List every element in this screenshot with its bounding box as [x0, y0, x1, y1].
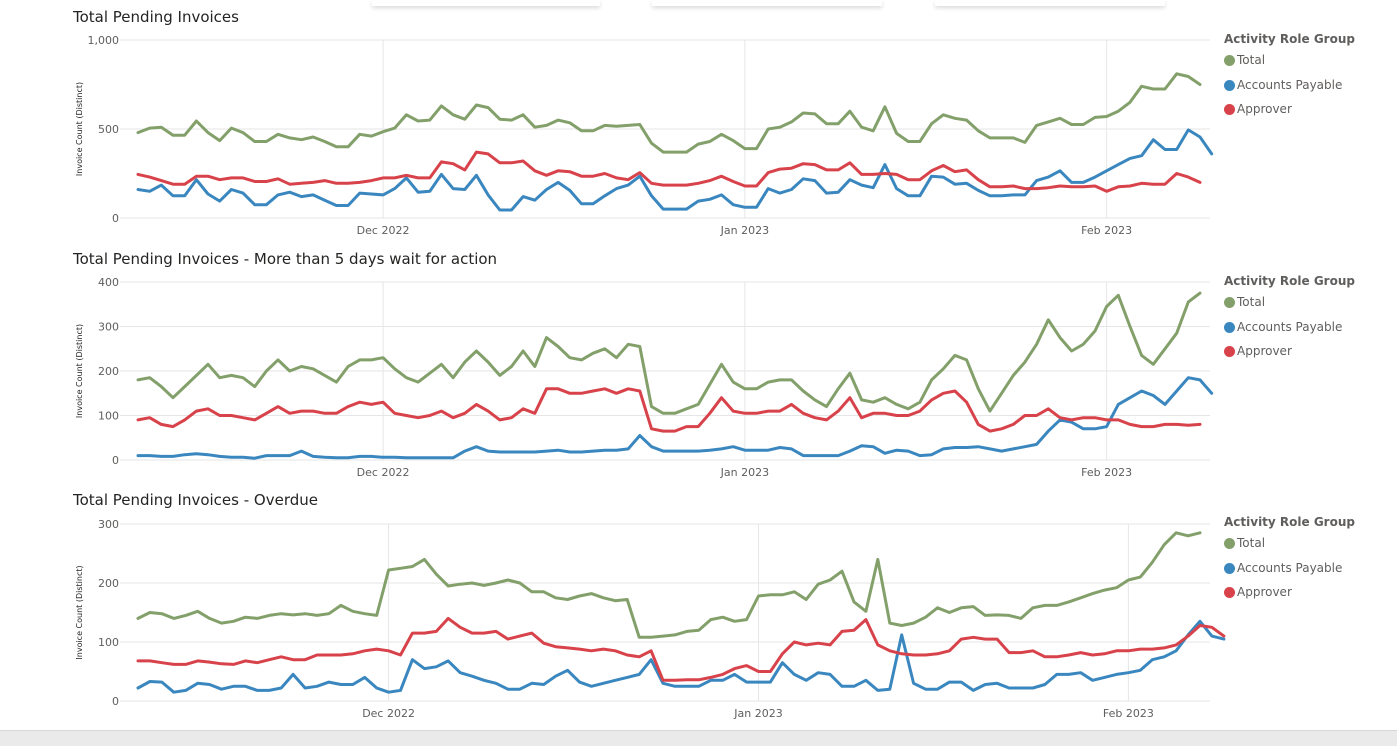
- y-tick-label: 200: [98, 365, 119, 378]
- legend-dot-icon: [1224, 587, 1235, 598]
- legend-label: Total: [1237, 536, 1266, 550]
- x-tick-label: Jan 2023: [720, 466, 769, 479]
- x-tick-label: Dec 2022: [357, 466, 410, 479]
- y-tick-label: 0: [112, 212, 119, 225]
- card-stub-3: [935, 0, 1165, 6]
- y-axis-label: Invoice Count (Distinct): [75, 565, 84, 659]
- legend-item-accounts-payable[interactable]: Accounts Payable: [1224, 78, 1355, 103]
- x-tick-label: Jan 2023: [720, 224, 769, 237]
- x-tick-label: Feb 2023: [1081, 224, 1132, 237]
- x-tick-label: Dec 2022: [362, 707, 415, 720]
- line-chart-overdue[interactable]: 300 200 100 0 Dec 2022 Jan 2023 Feb 2023 Invoic…: [0, 483, 1226, 725]
- legend-item-total[interactable]: Total: [1224, 536, 1355, 561]
- legend-dot-icon: [1224, 321, 1235, 333]
- series-line-accounts-payable[interactable]: [136, 619, 1226, 694]
- y-tick-label: 0: [112, 695, 119, 708]
- chart-title: Total Pending Invoices - More than 5 day…: [73, 250, 498, 268]
- legend-item-approver[interactable]: Approver: [1224, 585, 1355, 610]
- y-tick-label: 100: [98, 410, 119, 423]
- legend: Activity Role Group Total Accounts Payab…: [1224, 274, 1355, 369]
- legend-label: Accounts Payable: [1237, 560, 1343, 575]
- legend-title: Activity Role Group: [1224, 274, 1355, 288]
- chart-title: Total Pending Invoices: [73, 8, 239, 26]
- legend: Activity Role Group Total Accounts Payab…: [1224, 515, 1355, 610]
- card-stub-1: [372, 0, 600, 6]
- series-line-approver[interactable]: [136, 150, 1202, 193]
- x-tick-label: Feb 2023: [1081, 466, 1132, 479]
- legend-label: Total: [1237, 295, 1266, 309]
- y-tick-label: 300: [98, 518, 119, 531]
- legend-dot-icon: [1224, 346, 1235, 357]
- legend-label: Total: [1237, 53, 1266, 67]
- legend-label: Approver: [1237, 585, 1292, 599]
- y-tick-label: 200: [98, 577, 119, 590]
- y-tick-label: 500: [98, 123, 119, 136]
- series-line-approver[interactable]: [136, 616, 1226, 682]
- y-tick-label: 400: [98, 276, 119, 289]
- series-line-total[interactable]: [136, 531, 1202, 639]
- legend-label: Accounts Payable: [1237, 319, 1343, 334]
- chart-title: Total Pending Invoices - Overdue: [73, 491, 318, 509]
- legend-item-total[interactable]: Total: [1224, 295, 1355, 320]
- legend-title: Activity Role Group: [1224, 515, 1355, 529]
- series-line-approver[interactable]: [136, 387, 1202, 433]
- legend-dot-icon: [1224, 55, 1235, 66]
- legend-title: Activity Role Group: [1224, 32, 1355, 46]
- y-tick-label: 1,000: [88, 34, 120, 47]
- y-tick-label: 100: [98, 636, 119, 649]
- legend-dot-icon: [1224, 538, 1235, 549]
- line-chart-wait[interactable]: 400 300 200 100 0 Dec 2022 Jan 2023 Feb 2023 Inv…: [0, 242, 1214, 484]
- legend-dot-icon: [1224, 104, 1235, 115]
- x-tick-label: Feb 2023: [1103, 707, 1154, 720]
- legend-label: Accounts Payable: [1237, 77, 1343, 92]
- legend-item-approver[interactable]: Approver: [1224, 102, 1355, 127]
- legend-item-accounts-payable[interactable]: Accounts Payable: [1224, 561, 1355, 586]
- series-line-total[interactable]: [136, 291, 1202, 415]
- legend-item-total[interactable]: Total: [1224, 53, 1355, 78]
- legend: Activity Role Group Total Accounts Payab…: [1224, 32, 1355, 127]
- legend-item-accounts-payable[interactable]: Accounts Payable: [1224, 320, 1355, 345]
- series-line-accounts-payable[interactable]: [136, 376, 1214, 460]
- x-tick-label: Jan 2023: [733, 707, 782, 720]
- legend-label: Approver: [1237, 344, 1292, 358]
- y-axis-label: Invoice Count (Distinct): [75, 324, 84, 418]
- legend-label: Approver: [1237, 102, 1292, 116]
- legend-item-approver[interactable]: Approver: [1224, 344, 1355, 369]
- y-axis-label: Invoice Count (Distinct): [75, 82, 84, 176]
- x-tick-label: Dec 2022: [357, 224, 410, 237]
- legend-dot-icon: [1224, 297, 1235, 308]
- horizontal-scrollbar[interactable]: [0, 730, 1397, 746]
- series-line-total[interactable]: [136, 72, 1202, 154]
- series-line-accounts-payable[interactable]: [136, 128, 1214, 212]
- y-tick-label: 0: [112, 454, 119, 467]
- line-chart-total[interactable]: 1,000 500 0 Dec 2022 Jan 2023 Feb 2023 Invoice…: [0, 0, 1214, 240]
- card-stub-2: [652, 0, 882, 6]
- legend-dot-icon: [1224, 79, 1235, 91]
- legend-dot-icon: [1224, 562, 1235, 574]
- y-tick-label: 300: [98, 321, 119, 334]
